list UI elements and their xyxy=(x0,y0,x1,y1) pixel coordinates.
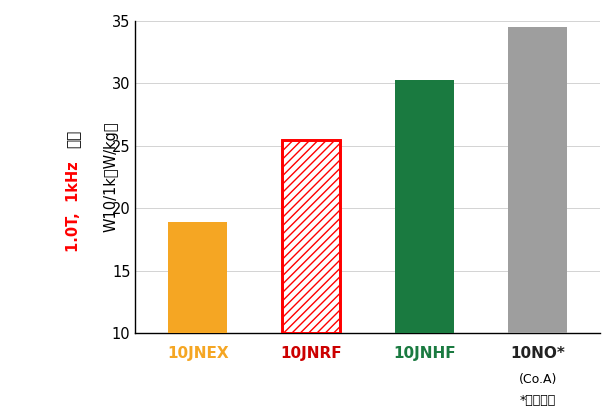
Text: *公布数据: *公布数据 xyxy=(520,394,556,407)
Text: 10NO*: 10NO* xyxy=(510,346,565,361)
Bar xyxy=(168,222,227,333)
Text: 10JNEX: 10JNEX xyxy=(167,346,228,361)
Bar xyxy=(282,139,341,333)
Text: 10JNRF: 10JNRF xyxy=(280,346,342,361)
Text: W10/1k（W/kg）: W10/1k（W/kg） xyxy=(103,122,118,232)
Text: 1.0T,  1kHz: 1.0T, 1kHz xyxy=(66,161,81,252)
Bar xyxy=(282,139,341,333)
Bar xyxy=(395,80,454,333)
Bar xyxy=(508,27,567,333)
Text: 10JNHF: 10JNHF xyxy=(393,346,456,361)
Text: (Co.A): (Co.A) xyxy=(518,373,557,386)
Text: 鉄損: 鉄損 xyxy=(66,130,81,148)
